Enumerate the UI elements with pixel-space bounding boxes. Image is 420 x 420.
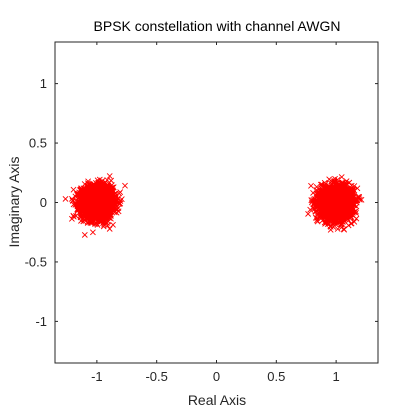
data-point-marker: [87, 204, 94, 211]
data-point-marker: [81, 181, 88, 187]
data-point-marker: [70, 186, 77, 193]
data-point-marker: [102, 200, 109, 207]
data-point-marker: [108, 177, 115, 184]
data-point-marker: [112, 195, 119, 202]
data-point-marker: [117, 198, 124, 205]
data-point-marker: [308, 182, 314, 189]
data-point-marker: [338, 174, 345, 180]
data-point-marker: [110, 221, 116, 228]
data-point-marker: [92, 200, 99, 207]
data-point-marker: [100, 205, 107, 212]
data-point-marker: [113, 209, 120, 216]
data-point-marker: [111, 191, 117, 198]
data-point-marker: [62, 195, 69, 202]
data-point-marker: [348, 220, 355, 227]
data-point-marker: [104, 186, 111, 193]
data-point-marker: [313, 183, 320, 190]
data-point-marker: [112, 198, 119, 205]
data-point-marker: [94, 194, 101, 201]
data-point-marker: [85, 193, 92, 200]
data-point-marker: [77, 212, 84, 219]
data-point-marker: [99, 180, 106, 187]
data-point-marker: [91, 213, 98, 220]
data-point-marker: [101, 197, 108, 204]
data-point-marker: [312, 214, 319, 221]
scatter-markers: [62, 173, 365, 238]
data-point-marker: [351, 218, 358, 225]
chart-title: BPSK constellation with channel AWGN: [94, 18, 341, 34]
data-point-marker: [314, 215, 321, 221]
data-point-marker: [82, 204, 89, 211]
data-point-marker: [307, 206, 314, 213]
data-point-marker: [83, 212, 90, 219]
data-point-marker: [80, 185, 87, 192]
data-point-marker: [308, 197, 315, 204]
data-point-marker: [97, 204, 104, 211]
data-point-marker: [87, 220, 94, 226]
data-point-marker: [95, 212, 102, 219]
data-point-marker: [93, 187, 100, 194]
data-point-marker: [334, 226, 341, 232]
data-point-marker: [100, 223, 107, 230]
data-point-marker: [122, 182, 128, 189]
data-point-marker: [89, 229, 96, 236]
data-point-marker: [106, 215, 112, 221]
data-point-marker: [97, 218, 104, 225]
data-point-marker: [85, 207, 92, 214]
data-point-marker: [70, 201, 77, 208]
data-point-marker: [106, 225, 113, 232]
data-point-marker: [84, 182, 91, 189]
data-point-marker: [96, 176, 103, 183]
data-point-marker: [76, 193, 83, 200]
data-point-marker: [92, 221, 99, 228]
data-point-marker: [78, 207, 84, 214]
data-point-marker: [69, 197, 76, 204]
data-point-marker: [78, 213, 85, 220]
data-point-marker: [106, 173, 113, 179]
data-point-marker: [81, 231, 88, 238]
data-point-marker: [100, 191, 107, 197]
data-point-marker: [305, 210, 312, 217]
data-point-marker: [70, 212, 77, 219]
data-point-marker: [110, 184, 116, 191]
data-point-marker: [87, 184, 94, 191]
